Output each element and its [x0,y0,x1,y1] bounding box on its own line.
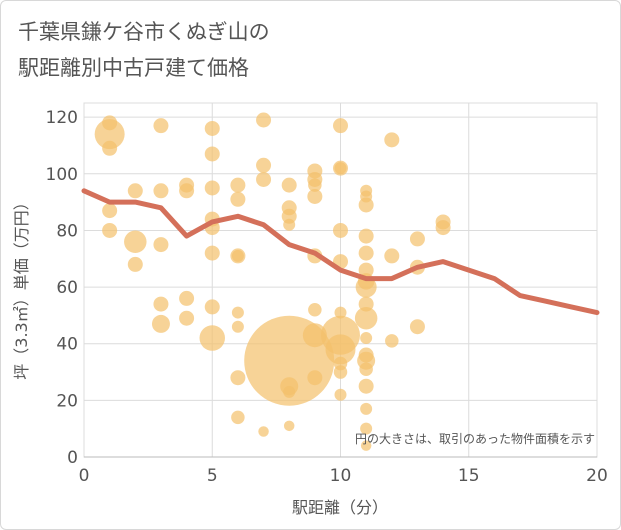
bubble-point [360,440,372,451]
bubble-point [385,334,399,348]
bubble-point [358,262,374,278]
y-axis-label: 坪（3.3㎡）単価（万円） [12,194,31,379]
bubble-point [355,276,377,298]
bubble-point [354,306,378,330]
bubble-point [360,402,373,415]
bubble-point [358,245,374,261]
bubble-point [256,112,272,128]
bubble-point [153,237,169,253]
bubble-point [360,332,373,345]
bubble-point [231,249,244,262]
bubble-point [283,420,295,432]
chart-title-line-2: 駅距離別中古戸建て価格 [18,56,249,80]
bubble-point [151,314,170,333]
y-tick-label: 60 [56,278,78,298]
bubble-point [409,231,425,247]
bubble-point [334,388,347,401]
bubble-point [333,222,348,238]
trend-line [81,188,600,316]
x-tick-label: 0 [79,466,90,486]
y-tick-label: 120 [46,108,78,128]
axes: 0 5 10 15 20 0 20 40 60 80 100 120 [46,108,608,486]
y-tick-label: 20 [56,391,78,411]
y-tick-label: 100 [46,165,78,185]
bubble-point [124,230,147,254]
y-tick-label: 40 [56,335,78,355]
y-tick-label: 80 [56,221,78,241]
bubble-point [302,323,327,348]
chart-title-line-1: 千葉県鎌ケ谷市くぬぎ山の [18,20,270,44]
bubble-point [153,183,169,199]
bubble-point [127,256,143,272]
x-tick-label: 15 [458,466,480,486]
bubble-point [204,146,220,162]
bubble-point [153,118,169,134]
bubble-point [358,197,374,213]
x-axis-label: 駅距離（分） [292,498,388,517]
bubble-point [204,180,220,196]
bubble-point [204,299,220,315]
bubble-point [204,245,220,261]
bubble-point [384,132,400,148]
bubble-point [94,119,125,150]
bubble-series [94,112,451,451]
bubble-point [359,362,373,376]
x-tick-label: 20 [586,466,608,486]
bubble-point [409,319,425,335]
bubble-point [333,365,348,379]
bubble-point [283,218,296,231]
bubble-point [230,177,246,193]
bubble-point [307,188,323,204]
bubble-point [307,370,323,386]
bubble-point [334,306,347,319]
bubble-point [308,302,322,317]
bubble-point [199,325,225,351]
bubble-point [153,296,169,312]
bubble-point [358,228,374,244]
y-tick-label: 0 [67,448,78,468]
size-annotation: 円の大きさは、取引のあった物件面積を示す [355,431,595,446]
chart-title: 千葉県鎌ケ谷市くぬぎ山の 駅距離別中古戸建て価格 [18,14,270,86]
bubble-point [281,208,297,224]
bubble-point [283,385,296,398]
bubble-point [179,290,195,306]
bubble-point [230,191,246,207]
x-tick-label: 5 [207,466,218,486]
gridlines [83,102,598,458]
trend-series [81,188,600,316]
bubble-point [256,157,272,173]
bubble-point [102,140,118,156]
bubble-point [179,310,195,326]
bubble-point [258,426,269,437]
bubble-point [334,162,347,175]
bubble-point [102,203,118,219]
bubble-point [127,183,143,199]
bubble-point [358,378,374,394]
bubble-point [231,306,244,319]
bubble-point [360,422,373,435]
bubble-point [308,178,322,192]
bubble-point [204,120,220,136]
bubble-point [102,222,118,238]
bubble-point [281,177,297,193]
x-tick-label: 10 [330,466,352,486]
bubble-point [256,171,272,187]
bubble-point [231,410,245,425]
bubble-point [435,220,451,236]
bubble-point [333,118,348,134]
bubble-point [179,183,195,199]
bubble-point [230,370,246,386]
bubble-point [325,334,356,365]
bubble-point [231,320,244,333]
bubble-point [384,248,400,264]
